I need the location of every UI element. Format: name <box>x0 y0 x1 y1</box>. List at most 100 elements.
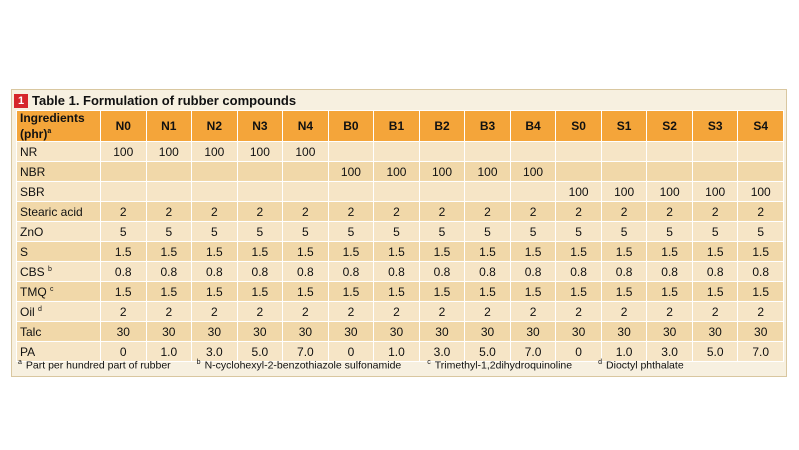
table-cell: 7.0 <box>282 341 329 362</box>
table-figure: 1 Table 1. Formulation of rubber compoun… <box>11 89 787 377</box>
row-label-cell: Talc <box>16 321 101 342</box>
table-cell: 1.5 <box>191 241 238 262</box>
table-cell <box>145 161 193 182</box>
table-cell: 2 <box>373 201 420 222</box>
table-cell: 5 <box>646 221 693 242</box>
table-cell <box>282 161 329 182</box>
table-cell: 30 <box>418 321 466 342</box>
row-label: S <box>20 244 29 259</box>
table-cell <box>509 181 557 202</box>
row-label: CBS <box>20 264 45 279</box>
table-cell: 1.5 <box>327 241 375 262</box>
table-cell: 0.8 <box>373 261 420 282</box>
table-cell: 100 <box>373 161 420 182</box>
footnote-text: Part per hundred part of rubber <box>25 359 171 372</box>
footnote: d Dioctyl phthalate <box>598 359 684 372</box>
table-cell: 30 <box>282 321 329 342</box>
table-cell: 1.5 <box>373 241 420 262</box>
table-cell: 30 <box>145 321 193 342</box>
table-cell <box>646 161 693 182</box>
table-cell: 1.5 <box>418 241 466 262</box>
table-cell: 30 <box>464 321 511 342</box>
table-cell: 30 <box>191 321 238 342</box>
table-cell: 1.5 <box>646 241 693 262</box>
table-cell: 100 <box>100 141 147 162</box>
table-cell <box>418 141 466 162</box>
table-cell: 1.5 <box>691 281 739 302</box>
table-cell: 1.5 <box>464 281 511 302</box>
table-cell: 1.5 <box>600 281 648 302</box>
table-cell: 30 <box>509 321 557 342</box>
column-header: N3 <box>236 110 284 142</box>
column-header: S4 <box>737 110 784 142</box>
column-header: S2 <box>646 110 693 142</box>
table-cell: 2 <box>555 201 602 222</box>
table-cell: 5.0 <box>691 341 739 362</box>
table-cell: 2 <box>100 201 147 222</box>
table-cell: 1.5 <box>555 241 602 262</box>
table-cell <box>646 141 693 162</box>
formulation-table: Ingredients (phr)a N0 N1 N2 N3 N4 B0 B1 B2 B3 B4 S… <box>16 110 784 362</box>
table-cell: 2 <box>646 201 693 222</box>
table-row: PA 0 1.0 3.0 5.0 7.0 0 1.0 3.0 5.0 7.0 0 1.0 3.0 5.0 7.… <box>16 341 784 362</box>
table-cell <box>691 161 739 182</box>
table-cell <box>100 161 147 182</box>
table-row: NBR 100 100 100 100 100 <box>16 161 784 182</box>
table-cell: 5 <box>737 221 784 242</box>
table-cell: 5.0 <box>236 341 284 362</box>
table-cell: 2 <box>327 201 375 222</box>
row-label: NR <box>20 144 38 159</box>
footnotes: a Part per hundred part of rubber b N-cyclo… <box>18 359 684 372</box>
header-footnote-mark: a <box>47 127 52 135</box>
table-cell: 30 <box>100 321 147 342</box>
table-cell: 2 <box>509 201 557 222</box>
table-cell: 1.5 <box>236 241 284 262</box>
table-cell: 1.5 <box>509 241 557 262</box>
table-cell: 2 <box>145 201 193 222</box>
table-cell: 3.0 <box>418 341 466 362</box>
table-cell: 100 <box>418 161 466 182</box>
table-cell <box>191 181 238 202</box>
table-cell <box>191 161 238 182</box>
table-cell: 0.8 <box>236 261 284 282</box>
table-cell: 100 <box>646 181 693 202</box>
footnote-text: Trimethyl-1,2dihydroquinoline <box>434 359 573 372</box>
table-cell: 0.8 <box>555 261 602 282</box>
table-cell: 5 <box>236 221 284 242</box>
table-cell <box>555 141 602 162</box>
table-cell: 100 <box>327 161 375 182</box>
table-row: ZnO 5 5 5 5 5 5 5 5 5 5 5 5 5 5 5 <box>16 221 784 242</box>
table-cell: 5 <box>145 221 193 242</box>
table-cell: 1.5 <box>100 241 147 262</box>
table-cell <box>236 161 284 182</box>
table-cell: 1.0 <box>600 341 648 362</box>
table-cell: 0.8 <box>282 261 329 282</box>
table-cell: 5 <box>464 221 511 242</box>
table-cell: 2 <box>691 201 739 222</box>
row-label-cell: S <box>16 241 101 262</box>
column-header: S1 <box>600 110 648 142</box>
column-header: B0 <box>327 110 375 142</box>
table-cell: 2 <box>236 301 284 322</box>
table-cell: 5 <box>555 221 602 242</box>
footnote-text: Dioctyl phthalate <box>606 359 684 372</box>
table-cell: 5 <box>373 221 420 242</box>
column-header: S3 <box>691 110 739 142</box>
table-row: Stearic acid 2 2 2 2 2 2 2 2 2 2 2 2 2 2 2 <box>16 201 784 222</box>
table-cell <box>600 141 648 162</box>
header-ingredients-label: Ingredients (phr) <box>20 110 85 141</box>
row-label-cell: Stearic acid <box>16 201 101 222</box>
table-cell: 0.8 <box>145 261 193 282</box>
table-cell: 5 <box>191 221 238 242</box>
table-cell <box>327 181 375 202</box>
table-cell: 7.0 <box>509 341 557 362</box>
table-cell: 1.5 <box>327 281 375 302</box>
table-cell: 2 <box>600 201 648 222</box>
table-cell <box>373 181 420 202</box>
table-cell: 1.5 <box>737 281 784 302</box>
column-header: B2 <box>418 110 466 142</box>
table-cell: 2 <box>555 301 602 322</box>
table-cell: 0.8 <box>191 261 238 282</box>
table-cell: 2 <box>236 201 284 222</box>
